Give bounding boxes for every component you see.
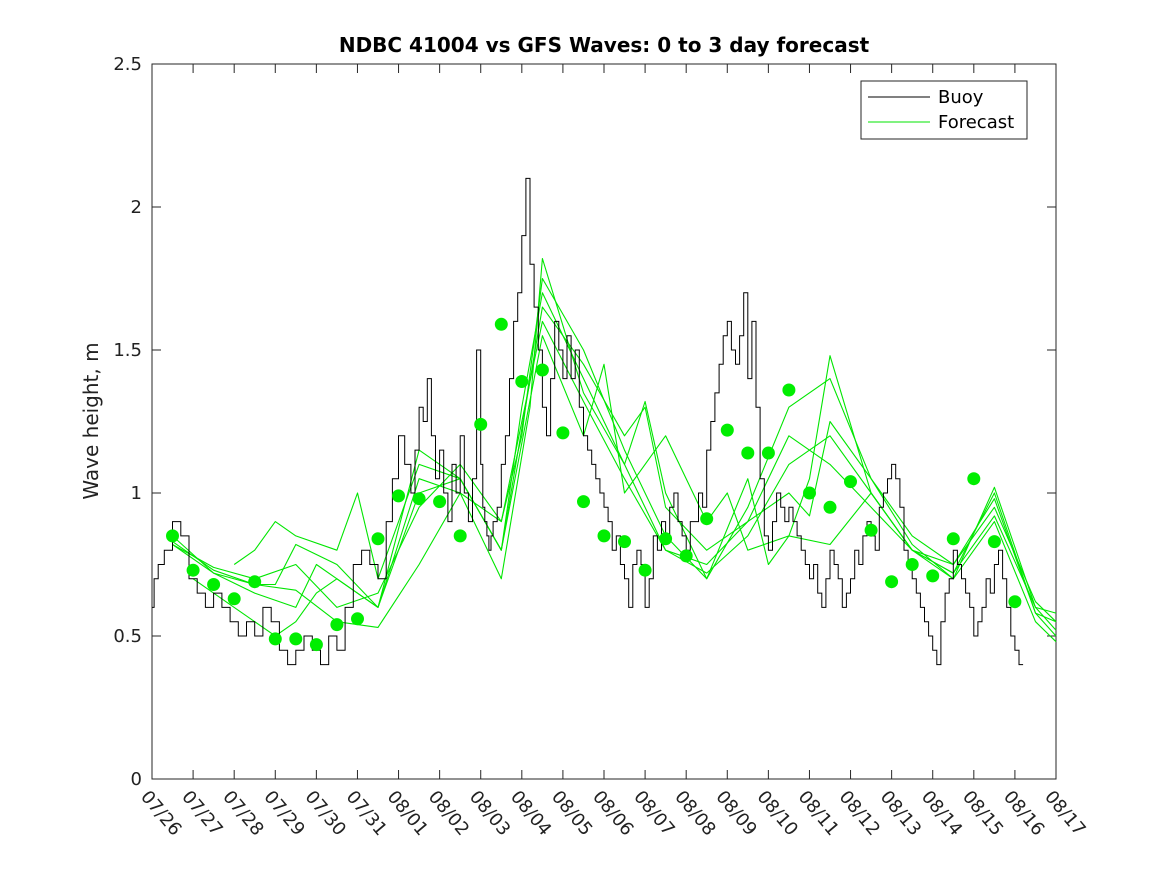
analysis-point bbox=[166, 529, 179, 543]
legend-label-forecast: Forecast bbox=[938, 112, 1014, 133]
analysis-point bbox=[351, 612, 364, 626]
analysis-point bbox=[371, 532, 385, 546]
analysis-point bbox=[782, 383, 796, 397]
analysis-point bbox=[453, 529, 467, 543]
analysis-point bbox=[248, 575, 262, 589]
analysis-point bbox=[556, 426, 570, 440]
analysis-point bbox=[186, 563, 200, 577]
forecast-line bbox=[172, 306, 1057, 614]
analysis-point bbox=[720, 423, 734, 437]
analysis-point bbox=[309, 638, 323, 652]
y-tick-label: 2 bbox=[131, 197, 142, 218]
y-tick-label: 0.5 bbox=[113, 626, 142, 647]
chart-title: NDBC 41004 vs GFS Waves: 0 to 3 day fore… bbox=[339, 33, 870, 57]
analysis-point bbox=[761, 446, 775, 460]
legend-label-buoy: Buoy bbox=[938, 87, 984, 108]
analysis-points-group bbox=[166, 317, 1022, 652]
analysis-point bbox=[741, 446, 755, 460]
analysis-point bbox=[597, 529, 611, 543]
buoy-line bbox=[152, 177, 1024, 666]
analysis-point bbox=[700, 512, 714, 526]
analysis-point bbox=[679, 549, 693, 563]
analysis-point bbox=[535, 363, 549, 377]
analysis-point bbox=[207, 578, 221, 591]
analysis-point bbox=[577, 495, 590, 509]
analysis-point bbox=[905, 558, 919, 571]
analysis-point bbox=[1008, 595, 1022, 609]
forecast-series-group bbox=[172, 257, 1057, 643]
analysis-point bbox=[268, 632, 282, 646]
legend-box bbox=[860, 80, 1028, 140]
forecast-line bbox=[192, 257, 1057, 637]
analysis-point bbox=[987, 535, 1001, 549]
legend: Buoy Forecast bbox=[860, 80, 1028, 140]
y-tick-label: 1.5 bbox=[113, 340, 142, 361]
analysis-point bbox=[433, 495, 447, 509]
analysis-point bbox=[844, 475, 857, 489]
analysis-point bbox=[946, 532, 960, 546]
analysis-point bbox=[967, 472, 981, 486]
analysis-point bbox=[803, 486, 816, 500]
analysis-point bbox=[474, 417, 488, 431]
analysis-point bbox=[227, 592, 241, 606]
analysis-point bbox=[659, 532, 673, 546]
analysis-point bbox=[638, 563, 652, 577]
analysis-point bbox=[618, 535, 631, 549]
analysis-point bbox=[926, 569, 940, 583]
analysis-point bbox=[823, 500, 837, 514]
y-tick-label: 2.5 bbox=[113, 54, 142, 75]
y-axis: 0 0.5 1 1.5 2 2.5 bbox=[113, 54, 1056, 790]
y-tick-label: 0 bbox=[131, 769, 142, 790]
y-tick-label: 1 bbox=[131, 483, 142, 504]
analysis-point bbox=[289, 632, 303, 646]
analysis-point bbox=[494, 317, 508, 331]
buoy-series-group bbox=[152, 177, 1024, 666]
analysis-point bbox=[412, 492, 426, 506]
y-axis-label: Wave height, m bbox=[79, 342, 103, 499]
analysis-point bbox=[392, 489, 405, 503]
analysis-point bbox=[864, 523, 878, 537]
analysis-point bbox=[515, 375, 529, 388]
analysis-point bbox=[330, 618, 344, 632]
analysis-point bbox=[885, 575, 899, 589]
